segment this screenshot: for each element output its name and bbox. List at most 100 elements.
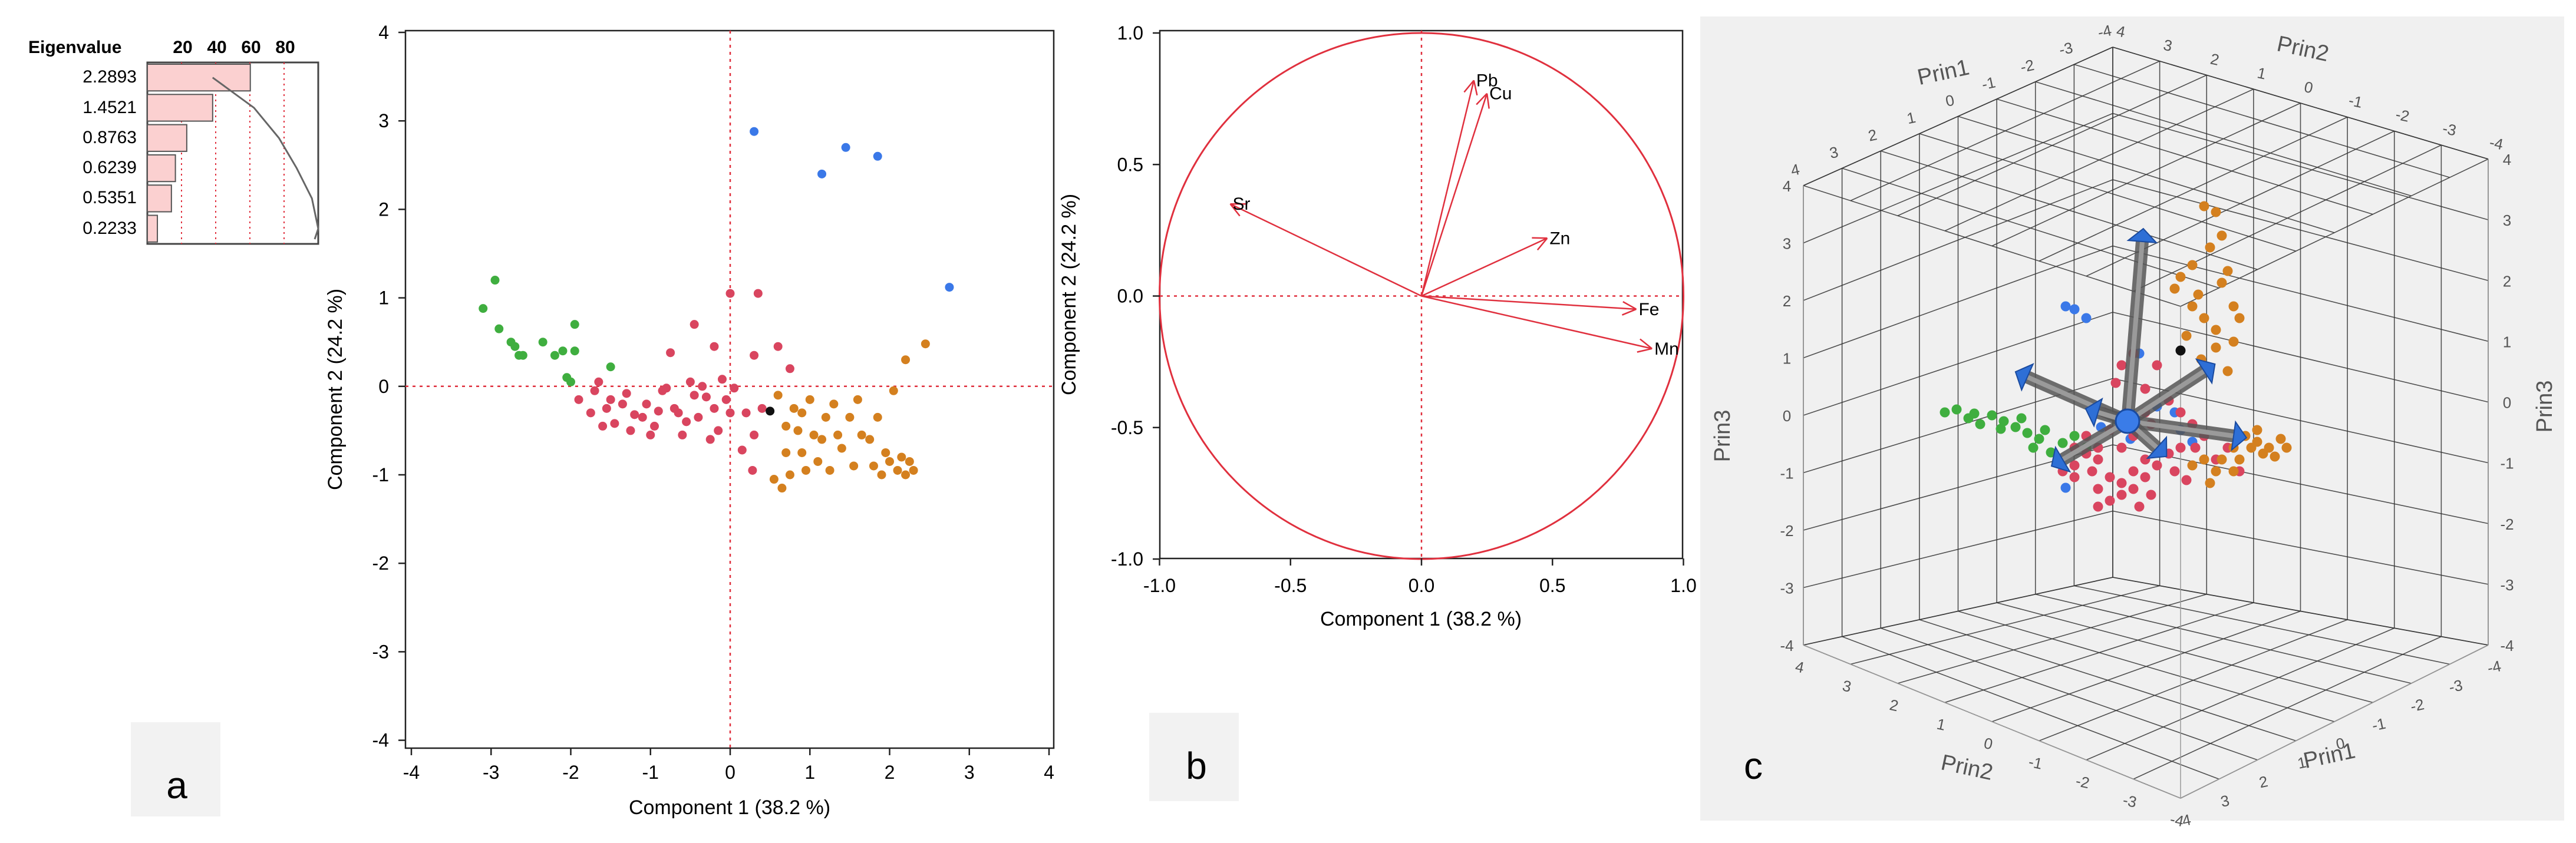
cube-point: [2017, 414, 2027, 424]
score-point-red: [748, 466, 757, 475]
loading-ytick: -1.0: [1111, 548, 1143, 570]
score-point-green: [491, 276, 500, 285]
score-ytick: 4: [378, 22, 389, 43]
score-point-red: [610, 419, 619, 428]
score-point-orange: [881, 448, 890, 457]
score-point-red: [586, 408, 595, 417]
loading-ytick: 0.0: [1117, 286, 1143, 307]
cube-point: [2117, 478, 2127, 488]
cube-tick-prin3-left: 0: [1783, 407, 1791, 425]
cube-point: [2093, 455, 2103, 465]
cube-point: [2211, 467, 2221, 477]
cube-tick-prin3-right: 0: [2503, 394, 2511, 412]
score-point-blue: [842, 143, 850, 152]
score-point-orange: [822, 413, 830, 422]
cube-point: [2034, 434, 2044, 444]
score-point-green: [566, 378, 575, 386]
score-point-green: [606, 362, 615, 371]
eigen-pct-tick: 60: [241, 38, 260, 57]
score-point-orange: [905, 457, 914, 466]
score-point-red: [742, 408, 751, 417]
score-point-red: [650, 422, 659, 431]
score-point-red: [666, 348, 675, 357]
cube-tick-prin3-left: 1: [1783, 350, 1791, 368]
score-point-orange: [806, 395, 814, 404]
score-xtick: 1: [804, 762, 815, 783]
cube-point: [2276, 434, 2286, 444]
cube-point: [2188, 302, 2198, 312]
cube-point: [2105, 472, 2115, 482]
score-ytick: -2: [372, 553, 389, 574]
score-point-orange: [790, 404, 799, 413]
cube-point: [2129, 484, 2139, 494]
cube-point: [2199, 201, 2209, 211]
score-point-green: [539, 338, 547, 346]
score-point-red: [750, 351, 758, 360]
cube-tick-prin3-left: 2: [1783, 292, 1791, 310]
cube-point: [2061, 483, 2071, 493]
cube-point: [2217, 455, 2227, 465]
cube-point: [2111, 378, 2121, 388]
axis-label-prin3-left: Prin3: [1710, 410, 1735, 462]
eigen-value-label: 0.6239: [83, 158, 137, 177]
cube-point: [2199, 455, 2209, 465]
cube-point: [2176, 346, 2186, 356]
loading-ylabel: Component 2 (24.2 %): [1058, 194, 1080, 395]
score-xtick: -3: [483, 762, 499, 783]
score-point-red: [690, 391, 699, 399]
cube-point: [2229, 467, 2239, 477]
cube-point: [2235, 313, 2245, 323]
loading-xtick: -1.0: [1143, 575, 1176, 596]
cube-point: [2182, 475, 2192, 485]
eigenvalue-chart: Eigenvalue 20 40 60 80 2.2893 1.4521 0.8…: [28, 38, 318, 244]
cube-point: [2117, 490, 2127, 500]
cube-point: [1975, 419, 1985, 429]
cube-point: [2140, 384, 2150, 394]
score-xtick: -1: [642, 762, 659, 783]
cube-point: [2061, 302, 2071, 312]
cube-point: [2140, 472, 2150, 482]
eigen-bar: [147, 216, 157, 242]
cube-point: [2247, 443, 2257, 453]
cube-tick-prin3-left: -1: [1780, 465, 1793, 482]
score-point-red: [706, 435, 715, 444]
cube-point: [2188, 260, 2198, 270]
score-point-orange: [781, 448, 790, 457]
cube-point: [2105, 496, 2115, 506]
score-point-red: [678, 431, 687, 439]
score-xtick: 3: [964, 762, 975, 783]
cube-point: [2170, 284, 2180, 294]
score-point-blue: [873, 152, 882, 161]
eigen-value-label: 2.2893: [83, 67, 137, 87]
score-point-orange: [893, 466, 902, 475]
eigenvalue-title: Eigenvalue: [28, 38, 121, 57]
cube-tick-prin3-right: -3: [2500, 576, 2514, 594]
score-point-blue: [945, 283, 954, 292]
score-point-orange: [865, 435, 874, 444]
vector-label: Mn: [1654, 339, 1679, 359]
score-point-red: [646, 431, 655, 439]
score-point-red: [726, 289, 735, 298]
cube-tick-prin3-left: 4: [1783, 177, 1791, 195]
cube-tick-prin3-right: -1: [2500, 455, 2514, 472]
score-point-red: [630, 410, 639, 419]
cube-point: [1940, 408, 1950, 418]
cube-point: [2211, 343, 2221, 353]
score-point-red: [730, 384, 738, 392]
cube-point: [2194, 290, 2204, 300]
loading-xtick: 0.5: [1539, 575, 1565, 596]
score-point-red: [694, 413, 702, 422]
score-point-green: [570, 320, 579, 329]
eigen-pct-tick: 40: [207, 38, 226, 57]
eigen-bar: [147, 125, 187, 151]
score-ytick: 2: [378, 199, 389, 220]
score-point-red: [774, 342, 783, 351]
score-point-red: [710, 404, 718, 413]
cube-point: [2058, 438, 2068, 448]
eigen-value-label: 0.8763: [83, 128, 137, 147]
score-point-red: [690, 320, 699, 329]
cube-point: [2087, 467, 2097, 477]
loading-xtick: 0.0: [1409, 575, 1434, 596]
